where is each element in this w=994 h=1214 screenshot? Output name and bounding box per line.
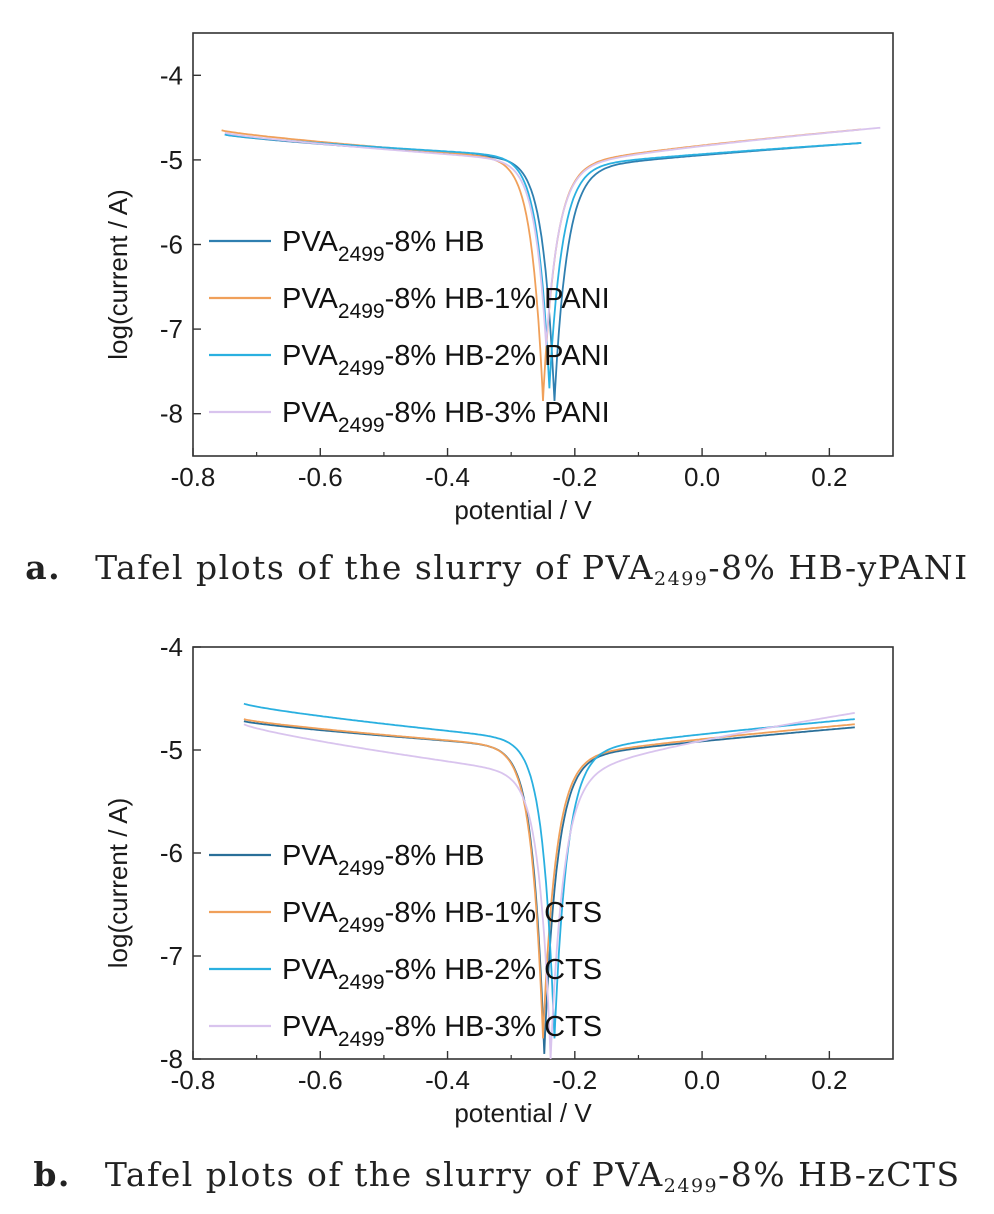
chart-b-series-line-4 (243, 712, 855, 1059)
chart-a-legend-label-3: PVA2499-8% HB-2% PANI (282, 340, 610, 380)
chart-b-ytick-label: -8 (160, 1044, 183, 1074)
caption-a-subscript: 2499 (654, 568, 709, 590)
chart-b-ytick-label: -7 (160, 941, 183, 971)
chart-a-series-line-4 (224, 126, 881, 347)
chart-b-xtick-label: -0.8 (171, 1065, 216, 1095)
chart-a-ytick-label: -8 (160, 399, 183, 429)
chart-a-ytick-label: -7 (160, 314, 183, 344)
chart-b-legend-label-1: PVA2499-8% HB (282, 840, 485, 880)
caption-a-text: Tafel plots of the slurry of PVA (95, 548, 655, 587)
caption-a-label: a. (25, 548, 62, 587)
chart-a-x-axis-label: potential / V (454, 495, 592, 525)
chart-b-xtick-label: 0.2 (811, 1065, 847, 1095)
chart-b-xtick-label: -0.4 (425, 1065, 470, 1095)
caption-b-label: b. (33, 1155, 71, 1194)
chart-a-legend-label-1: PVA2499-8% HB (282, 226, 485, 266)
chart-b-series-line-1 (243, 720, 855, 1054)
chart-b-series-line-2 (243, 718, 855, 1039)
chart-a-xtick-label: 0.0 (684, 462, 720, 492)
chart-a-xtick-label: -0.4 (425, 462, 470, 492)
chart-b-legend-label-3: PVA2499-8% HB-2% CTS (282, 954, 602, 994)
chart-b-ytick-label: -6 (160, 838, 183, 868)
caption-b: b. Tafel plots of the slurry of PVA2499-8… (0, 1155, 994, 1197)
chart-a-y-axis-label: log(current / A) (103, 189, 133, 360)
chart-b-ytick-label: -5 (160, 735, 183, 765)
caption-a: a. Tafel plots of the slurry of PVA2499-8… (0, 548, 994, 590)
tafel-plot-b-svg: -0.8 -0.6 -0.4 -0.2 0.0 0.2 -4 -5 -6 -7 -8 potentia… (103, 632, 894, 1128)
chart-b-legend-label-4: PVA2499-8% HB-3% CTS (282, 1011, 602, 1051)
tafel-chart-a: -0.8 -0.6 -0.4 -0.2 0.0 0.2 -4 -5 -6 -7 -8 potentia… (0, 0, 994, 545)
caption-b-text: Tafel plots of the slurry of PVA (104, 1155, 664, 1194)
chart-a-xtick-label: -0.8 (171, 462, 216, 492)
caption-a-rest: -8% HB-yPANI (708, 548, 969, 587)
tafel-plot-a-svg: -0.8 -0.6 -0.4 -0.2 0.0 0.2 -4 -5 -6 -7 -8 potentia… (103, 32, 894, 525)
caption-b-rest: -8% HB-zCTS (718, 1155, 961, 1194)
chart-a-xtick-label: 0.2 (811, 462, 847, 492)
chart-b-ytick-label: -4 (160, 632, 183, 662)
chart-a-legend-label-4: PVA2499-8% HB-3% PANI (282, 397, 610, 437)
chart-b-xtick-label: -0.2 (552, 1065, 597, 1095)
chart-b-xtick-label: -0.6 (298, 1065, 343, 1095)
chart-b-x-axis-label: potential / V (454, 1098, 592, 1128)
chart-b-xtick-label: 0.0 (684, 1065, 720, 1095)
chart-b-series-line-3 (243, 702, 855, 1039)
chart-a-ytick-label: -5 (160, 145, 183, 175)
caption-b-subscript: 2499 (663, 1175, 719, 1197)
chart-a-ytick-label: -4 (160, 60, 183, 90)
chart-a-xtick-label: -0.6 (298, 462, 343, 492)
chart-b-y-axis-label: log(current / A) (103, 798, 133, 969)
chart-a-ytick-label: -6 (160, 230, 183, 260)
chart-a-xtick-label: -0.2 (552, 462, 597, 492)
chart-a-legend-label-2: PVA2499-8% HB-1% PANI (282, 283, 610, 323)
tafel-chart-b: -0.8 -0.6 -0.4 -0.2 0.0 0.2 -4 -5 -6 -7 -8 potentia… (0, 612, 994, 1157)
chart-b-legend-label-2: PVA2499-8% HB-1% CTS (282, 897, 602, 937)
